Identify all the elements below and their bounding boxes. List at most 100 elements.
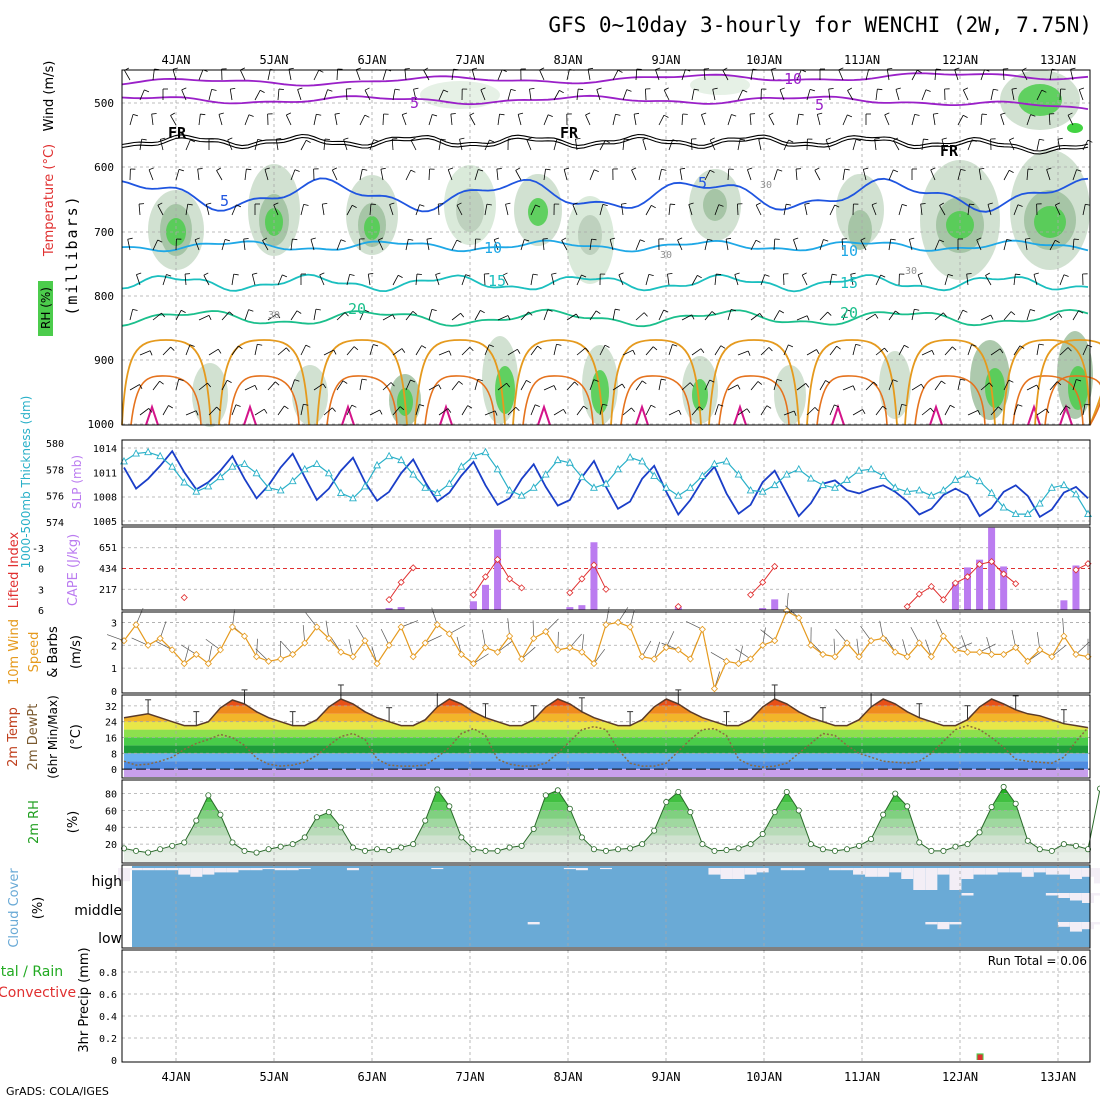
thickness-point — [216, 472, 225, 481]
wind-barb-tick — [834, 204, 840, 208]
wind-barb — [576, 347, 586, 356]
wind-barb — [175, 310, 182, 321]
wind-point — [481, 644, 490, 652]
wind-barb — [285, 114, 292, 126]
cloud-bar — [961, 893, 974, 896]
slp-frame — [121, 439, 1091, 526]
thickness-point — [758, 487, 767, 495]
wind-barb — [828, 89, 831, 101]
wind-barb — [377, 239, 384, 251]
wind-barb-tick — [545, 168, 551, 171]
wind-barb — [806, 349, 817, 356]
wind-barb — [819, 380, 826, 391]
wind-barb-tick — [971, 344, 977, 347]
wind-barb-tick — [561, 237, 567, 241]
wind-barb — [727, 114, 732, 126]
isotherm-30 — [1044, 375, 1100, 426]
wind-barb — [653, 641, 661, 660]
contour-label: 30 — [268, 310, 280, 321]
cape-bar — [469, 601, 477, 610]
wind-barb-tick — [746, 408, 751, 414]
isotherm-25 — [1034, 339, 1100, 426]
rh-shading — [578, 215, 602, 255]
wind-point — [252, 653, 261, 661]
wind-point — [493, 648, 502, 656]
wind-barb — [888, 239, 892, 251]
cloud-bar — [1033, 868, 1046, 873]
wind-barb — [264, 169, 269, 181]
wind-barb — [162, 405, 169, 416]
day-label-bottom: 5JAN — [260, 1070, 289, 1084]
isotherm-25 — [904, 339, 996, 426]
wind-barb-tick — [1057, 137, 1063, 140]
wind-barb-tick — [526, 137, 532, 141]
wind-barb-tick — [342, 380, 348, 384]
wind-point — [855, 653, 863, 661]
wind-barb — [852, 409, 863, 416]
isotherm-35 — [439, 403, 453, 426]
wind-barb — [911, 114, 916, 126]
wind-barb-tick — [836, 345, 841, 350]
wind-barb-tick — [426, 237, 432, 240]
rh-point — [795, 807, 802, 814]
wind-barb-tick — [793, 237, 799, 240]
precip-tick: 0.2 — [99, 1034, 117, 1045]
precip-axis-label-1: Total / Rain — [0, 964, 63, 980]
wind-barb-tick — [447, 408, 452, 413]
wind-barb-tick — [488, 344, 494, 348]
contour-label: 5 — [410, 94, 419, 112]
wind-barb — [842, 169, 846, 181]
rh-point — [193, 817, 200, 824]
cloud-bar — [178, 868, 191, 875]
wind-barb-tick — [333, 349, 337, 355]
wind-barb-tick — [759, 313, 764, 318]
wind-barb — [553, 408, 564, 416]
wind-barb-tick — [294, 379, 300, 382]
wind-barb — [898, 404, 903, 416]
wind-barb-tick — [319, 272, 325, 276]
wind-barb-tick — [404, 68, 410, 70]
isotherm-30 — [228, 375, 300, 426]
rh-point — [627, 845, 634, 852]
wind-barb — [474, 379, 479, 391]
wind-barb-tick — [941, 380, 946, 385]
wind-barb — [835, 628, 848, 644]
li-point — [385, 596, 393, 604]
wind-barb — [908, 239, 913, 251]
wind-barb-tick — [768, 112, 774, 116]
wind-barb-tick — [448, 167, 454, 171]
wind-barb — [474, 169, 479, 181]
rh-point — [651, 827, 658, 834]
contour-label: 10 — [840, 242, 858, 260]
wind-barb — [814, 170, 821, 181]
rh-point — [398, 844, 405, 851]
wind-barb-tick — [547, 114, 553, 118]
rh-point — [241, 847, 248, 854]
thickness-point — [144, 447, 153, 456]
cloud-bar — [756, 868, 769, 873]
wind-barb-tick — [178, 378, 184, 381]
wind-barb — [438, 350, 450, 356]
thickness-point — [529, 483, 538, 491]
wind-point — [686, 655, 694, 663]
wind-barb — [127, 239, 131, 251]
cloud-axis-label-2: (%) — [31, 897, 46, 920]
wind-barb — [1072, 310, 1080, 321]
wind-barb — [1070, 69, 1074, 81]
thickness-point — [951, 475, 960, 483]
wind-barb — [734, 274, 739, 286]
wind-barb-tick — [855, 343, 861, 346]
wind-barb-tick — [776, 379, 782, 382]
cloud-bar — [1069, 893, 1082, 901]
rh-line — [123, 785, 1100, 854]
wind-barb — [727, 384, 738, 391]
li-point — [518, 584, 526, 592]
wind-point — [180, 660, 188, 668]
wind-point — [554, 646, 562, 654]
wind-barb-tick — [144, 89, 150, 93]
thickness-point — [963, 470, 972, 478]
wind-barb-tick — [1070, 67, 1076, 70]
wind-point — [903, 653, 911, 661]
wind-barb — [542, 239, 545, 251]
wind-barb — [829, 345, 837, 356]
